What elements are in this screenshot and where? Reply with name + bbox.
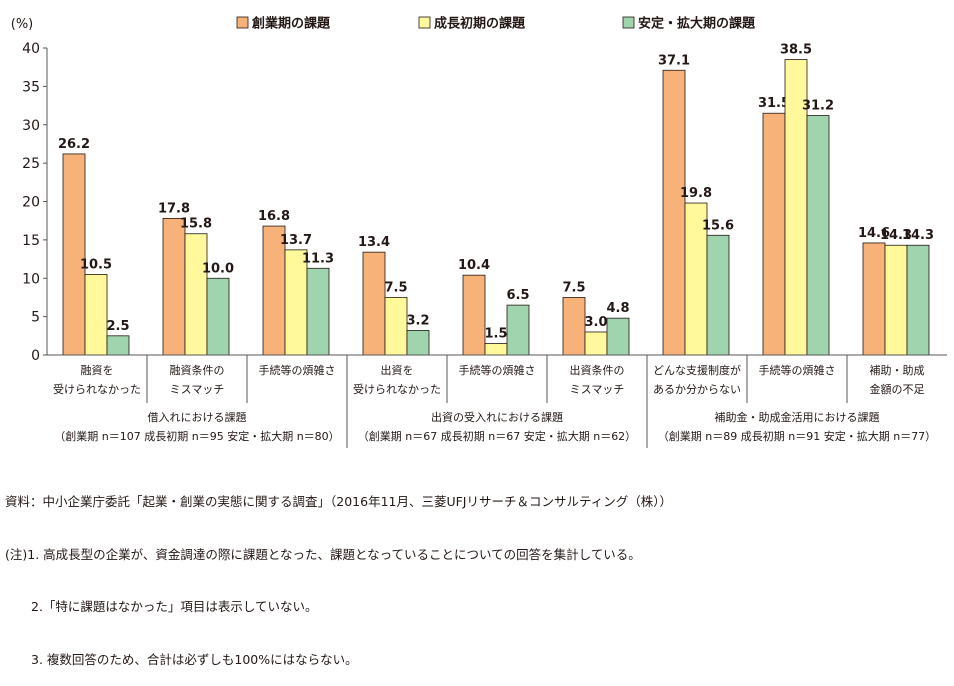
data-label: 19.8 [680,186,712,201]
bar [62,153,86,356]
bar [84,274,108,356]
category-label: 出資を [381,363,414,377]
bar [406,330,430,356]
source-note: 資料：中小企業庁委託「起業・創業の実態に関する調査」（2016年11月、三菱UF… [5,494,672,509]
legend-swatch [622,16,635,29]
group-label: 補助金・助成金活用における課題 [715,410,880,424]
group-sample-size: （創業期 n＝89 成長初期 n＝91 安定・拡大期 n＝77） [658,429,936,443]
category-label: 金額の不足 [870,382,925,396]
bar [106,335,130,356]
data-label: 38.5 [780,43,812,58]
data-label: 3.2 [406,313,429,328]
y-tick-label: 20 [22,195,40,211]
y-tick-label: 25 [22,156,40,172]
bar [884,244,908,356]
category-label: 手続等の煩雑さ [759,363,836,377]
bar [584,331,608,356]
bar [606,317,630,356]
bar [762,112,786,356]
bar [484,343,508,356]
data-label: 26.2 [58,137,90,152]
data-label: 7.5 [384,280,407,295]
data-label: 13.7 [280,233,312,248]
bar [706,234,730,356]
note-3: 3. 複数回答のため、合計は必ずしも100%にはならない。 [31,651,358,667]
data-label: 4.8 [606,301,629,316]
category-label: ミスマッチ [570,383,625,396]
bar [906,244,930,356]
data-label: 37.1 [658,53,690,68]
category-label: 受けられなかった [53,383,141,396]
y-axis-unit: (%) [11,17,34,32]
bar [384,297,408,356]
category-label: どんな支援制度が [653,363,741,377]
bar-chart: 創業期の課題 成長初期の課題 安定・拡大期の課題 (%) 0 5 10 15 20 25 30 3… [11,16,947,448]
bar [184,233,208,356]
bar [862,242,886,356]
data-label: 7.5 [562,280,585,295]
bar [206,277,230,356]
bar [662,69,686,356]
bar [562,297,586,356]
bar [462,274,486,356]
legend-swatch [236,16,249,29]
data-label: 6.5 [506,288,529,303]
category-label: 手続等の煩雑さ [259,363,336,377]
data-label: 2.5 [106,319,129,334]
data-label: 14.3 [880,228,912,243]
legend-label: 創業期の課題 [251,16,331,32]
y-tick-label: 5 [31,310,40,326]
y-tick-label: 30 [22,118,40,134]
note-1: (注)1. 高成長型の企業が、資金調達の際に課題となった、課題となっていることに… [5,546,641,562]
legend-swatch [418,16,431,29]
group-sample-size: （創業期 n＝107 成長初期 n＝95 安定・拡大期 n＝80） [54,429,339,443]
data-label: 15.8 [180,217,212,232]
legend-label: 成長初期の課題 [434,16,526,32]
legend-label: 安定・拡大期の課題 [638,16,756,32]
data-label: 3.0 [584,315,607,330]
data-label: 31.5 [758,96,790,111]
legend: 創業期の課題 成長初期の課題 安定・拡大期の課題 [236,16,756,32]
y-axis: 0 5 10 15 20 25 30 35 40 [22,41,48,364]
notes: 資料：中小企業庁委託「起業・創業の実態に関する調査」（2016年11月、三菱UF… [5,458,672,686]
y-tick-label: 10 [22,271,40,287]
data-label: 31.2 [802,99,834,114]
bar [362,251,386,356]
category-label: あるか分からない [653,383,741,396]
bar [306,267,330,356]
bars: 26.2 10.5 2.5 17.815.8 10.0 16.8 13.7 11.3 13.4 7… [58,43,934,356]
data-label: 1.5 [484,326,507,341]
note-2: 2.「特に課題はなかった」項目は表示していない。 [31,599,318,614]
category-label: 補助・助成 [870,363,925,377]
data-label: 17.8 [158,201,190,216]
data-label: 14.3 [902,228,934,243]
data-label: 14.6 [858,226,890,241]
y-tick-label: 40 [22,41,40,57]
y-tick-label: 35 [22,79,40,95]
data-label: 10.4 [458,258,490,273]
y-tick-label: 0 [31,348,40,364]
bar [506,304,530,356]
category-label: 受けられなかった [353,383,441,396]
category-label: 出資条件の [570,363,625,377]
y-tick-label: 15 [22,233,40,249]
data-label: 10.0 [202,261,234,276]
data-label: 10.5 [80,257,112,272]
category-label: 融資を [81,364,114,377]
data-label: 16.8 [258,209,290,224]
data-label: 13.4 [358,235,390,250]
group-label: 出資の受入れにおける課題 [431,410,563,424]
category-label: ミスマッチ [170,383,225,396]
group-sample-size: （創業期 n＝67 成長初期 n＝67 安定・拡大期 n＝62） [358,429,636,443]
bar [162,217,186,356]
group-label: 借入れにおける課題 [148,410,247,424]
data-label: 15.6 [702,218,734,233]
bar [806,115,830,356]
category-label: 融資条件の [170,363,225,377]
data-label: 11.3 [302,251,334,266]
category-label: 手続等の煩雑さ [459,363,536,377]
